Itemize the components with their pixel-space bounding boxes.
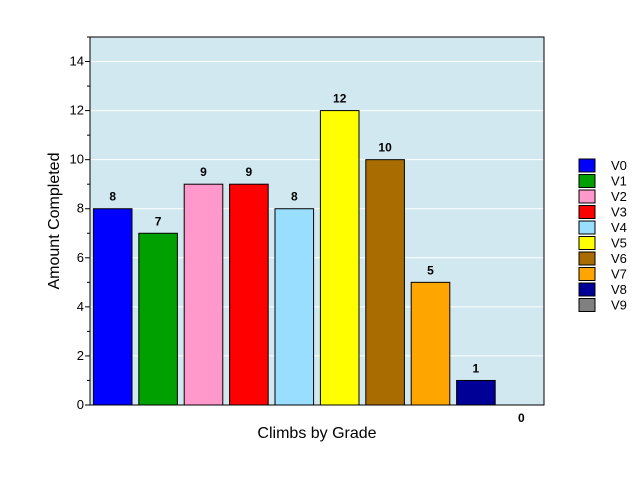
y-axis-title: Amount Completed	[46, 153, 63, 290]
bar-v4	[274, 208, 315, 406]
legend-swatch-v8	[578, 282, 596, 297]
data-label-v3: 9	[246, 165, 253, 179]
bar-v6	[365, 159, 405, 406]
data-label-v2: 9	[200, 165, 207, 179]
legend-swatch-v2	[578, 189, 596, 204]
y-tick-label: 14	[70, 54, 84, 69]
data-label-v1: 7	[155, 214, 162, 228]
legend-label-v4: V4	[611, 220, 627, 235]
y-tick-label: 10	[70, 152, 84, 167]
bar-v2	[183, 183, 224, 406]
data-label-v8: 1	[473, 361, 480, 375]
data-label-v9: 0	[518, 411, 525, 425]
data-label-v0: 8	[109, 190, 116, 204]
bar-v3	[229, 183, 269, 406]
legend-label-v7: V7	[611, 267, 627, 282]
legend-label-v2: V2	[611, 189, 627, 204]
legend-label-v3: V3	[611, 205, 627, 220]
x-axis-title: Climbs by Grade	[257, 425, 376, 442]
legend-swatch-v4	[578, 220, 596, 235]
y-tick-label: 8	[77, 201, 84, 216]
bar-v1	[138, 232, 178, 406]
legend-swatch-v3	[578, 205, 596, 219]
y-tick-label: 12	[70, 103, 84, 118]
data-label-v6: 10	[378, 141, 392, 155]
legend-label-v5: V5	[611, 236, 627, 251]
legend-label-v1: V1	[611, 174, 627, 189]
legend-label-v9: V9	[611, 298, 627, 313]
data-label-v4: 8	[291, 190, 298, 204]
legend-label-v0: V0	[611, 158, 627, 173]
legend-swatch-v5	[578, 236, 596, 250]
legend-label-v6: V6	[611, 251, 627, 266]
legend-swatch-v0	[578, 158, 596, 173]
y-tick-label: 6	[77, 250, 84, 265]
data-label-v5: 12	[333, 92, 347, 106]
legend-swatch-v7	[578, 267, 596, 281]
bar-v7	[410, 281, 451, 406]
legend-swatch-v6	[578, 251, 596, 266]
data-label-v7: 5	[427, 263, 434, 277]
bar-v5	[319, 110, 360, 406]
bar-v0	[92, 208, 133, 406]
y-tick-label: 2	[77, 348, 84, 363]
y-axis: 0 2 4 6 8 10 12 14	[70, 36, 90, 412]
legend-swatch-v1	[578, 174, 596, 188]
y-tick-label: 0	[77, 397, 84, 412]
plot-frame	[89, 36, 545, 406]
legend-label-v8: V8	[611, 282, 627, 297]
legend-swatch-v9	[578, 298, 596, 312]
y-tick-label: 4	[77, 299, 84, 314]
bar-v8	[456, 379, 496, 406]
